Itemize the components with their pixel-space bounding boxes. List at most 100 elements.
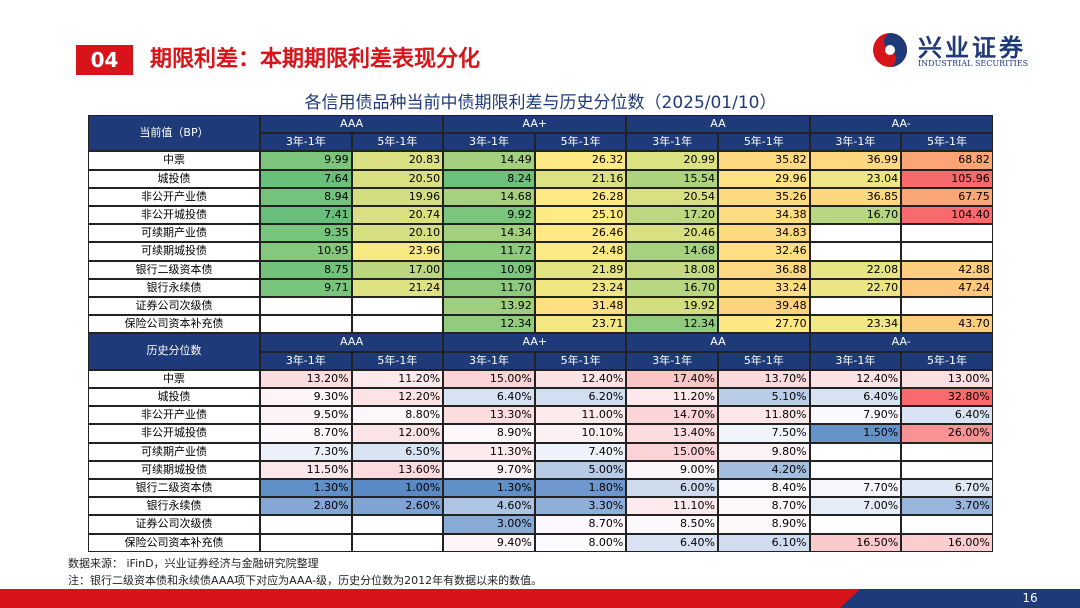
row-label: 非公开城投债 bbox=[88, 424, 260, 443]
table-cell: 1.80% bbox=[534, 479, 627, 498]
table-cell: 11.00% bbox=[534, 406, 627, 425]
table-cell: 13.40% bbox=[626, 424, 718, 443]
table-cell: 17.00 bbox=[351, 260, 444, 279]
table-cell: 34.38 bbox=[718, 206, 810, 225]
row-label: 城投债 bbox=[88, 169, 260, 188]
table-cell: 1.00% bbox=[351, 479, 444, 498]
sub-header: 5年-1年 bbox=[901, 133, 993, 152]
table-cell: 104.40 bbox=[901, 206, 993, 225]
table-cell: 68.82 bbox=[901, 151, 993, 170]
table-cell: 2.60% bbox=[351, 497, 444, 516]
table-cell: 9.30% bbox=[260, 388, 352, 407]
table-cell: 26.00% bbox=[901, 424, 993, 443]
table-cell: 12.34 bbox=[626, 315, 718, 334]
table-cell: 10.10% bbox=[534, 424, 627, 443]
table-cell: 8.70% bbox=[534, 515, 627, 534]
table-cell: 16.70 bbox=[626, 278, 718, 297]
table-cell: 8.94 bbox=[260, 187, 352, 206]
table-cell: 7.00% bbox=[809, 497, 902, 516]
table-cell bbox=[901, 224, 993, 243]
table-cell: 35.82 bbox=[718, 151, 810, 170]
row-label: 银行永续债 bbox=[88, 278, 260, 297]
sub-header: 3年-1年 bbox=[443, 351, 535, 370]
table-cell: 19.92 bbox=[626, 297, 718, 316]
table-cell: 12.34 bbox=[443, 315, 535, 334]
footnote: 注：银行二级资本债和永续债AAA项下对应为AAA-级，历史分位数为2012年有数… bbox=[68, 574, 543, 587]
table-cell: 3.30% bbox=[534, 497, 627, 516]
table-cell: 13.70% bbox=[718, 369, 810, 388]
row-label: 中票 bbox=[88, 369, 260, 388]
table-cell: 33.24 bbox=[718, 278, 810, 297]
table-cell: 11.10% bbox=[626, 497, 718, 516]
table-cell: 11.20% bbox=[351, 369, 444, 388]
table-cell: 9.70% bbox=[443, 460, 535, 479]
table-title: 各信用债品种当前中债期限利差与历史分位数（2025/01/10） bbox=[304, 93, 777, 113]
table-cell: 24.48 bbox=[534, 242, 627, 261]
table-cell: 23.34 bbox=[809, 315, 902, 334]
sub-header: 3年-1年 bbox=[443, 133, 535, 152]
table-cell: 11.30% bbox=[443, 442, 535, 461]
row-label: 城投债 bbox=[88, 388, 260, 407]
table-cell bbox=[809, 442, 902, 461]
table-cell: 5.00% bbox=[534, 460, 627, 479]
table-cell bbox=[809, 460, 902, 479]
table-cell: 6.40% bbox=[626, 533, 718, 552]
table-cell bbox=[901, 460, 993, 479]
table-cell: 20.10 bbox=[351, 224, 444, 243]
table-cell bbox=[351, 533, 444, 552]
table-cell: 14.70% bbox=[626, 406, 718, 425]
table-cell: 1.50% bbox=[809, 424, 902, 443]
group-header: AA+ bbox=[443, 333, 627, 352]
table-cell bbox=[901, 297, 993, 316]
logo-text: 兴业证券 bbox=[918, 34, 1026, 62]
table-cell: 35.26 bbox=[718, 187, 810, 206]
table-cell: 23.04 bbox=[809, 169, 902, 188]
table-cell: 19.96 bbox=[351, 187, 444, 206]
table-cell: 9.50% bbox=[260, 406, 352, 425]
table-cell: 32.46 bbox=[718, 242, 810, 261]
sub-header: 5年-1年 bbox=[718, 351, 810, 370]
table-cell: 6.40% bbox=[901, 406, 993, 425]
table-cell: 3.00% bbox=[443, 515, 535, 534]
row-label: 银行二级资本债 bbox=[88, 260, 260, 279]
table-cell: 31.48 bbox=[534, 297, 627, 316]
sub-header: 3年-1年 bbox=[260, 351, 352, 370]
table-cell: 29.96 bbox=[718, 169, 810, 188]
row-label: 可续期城投债 bbox=[88, 460, 260, 479]
table-cell: 13.00% bbox=[901, 369, 993, 388]
sub-header: 5年-1年 bbox=[351, 133, 444, 152]
table-cell: 23.71 bbox=[534, 315, 627, 334]
sub-header: 5年-1年 bbox=[534, 351, 627, 370]
corner-header: 历史分位数 bbox=[88, 333, 260, 370]
table-cell bbox=[809, 297, 902, 316]
table-cell: 1.30% bbox=[260, 479, 352, 498]
group-header: AAA bbox=[260, 333, 444, 352]
row-label: 证券公司次级债 bbox=[88, 297, 260, 316]
table-cell: 12.20% bbox=[351, 388, 444, 407]
row-label: 中票 bbox=[88, 151, 260, 170]
table-cell: 34.83 bbox=[718, 224, 810, 243]
row-label: 银行二级资本债 bbox=[88, 479, 260, 498]
table-cell: 6.00% bbox=[626, 479, 718, 498]
source-note: 数据来源： iFinD，兴业证券经济与金融研究院整理 bbox=[68, 557, 319, 570]
table-cell: 6.40% bbox=[809, 388, 902, 407]
sub-header: 5年-1年 bbox=[718, 133, 810, 152]
table-cell: 11.72 bbox=[443, 242, 535, 261]
table-cell: 15.00% bbox=[443, 369, 535, 388]
table-cell: 67.75 bbox=[901, 187, 993, 206]
table-cell: 8.40% bbox=[718, 479, 810, 498]
table-cell: 6.70% bbox=[901, 479, 993, 498]
table-cell: 36.85 bbox=[809, 187, 902, 206]
table-cell bbox=[260, 533, 352, 552]
row-label: 可续期产业债 bbox=[88, 442, 260, 461]
table-cell: 12.00% bbox=[351, 424, 444, 443]
table-cell: 8.70% bbox=[260, 424, 352, 443]
table-cell: 26.46 bbox=[534, 224, 627, 243]
table-cell: 9.92 bbox=[443, 206, 535, 225]
table-cell: 8.50% bbox=[626, 515, 718, 534]
table-cell: 9.80% bbox=[718, 442, 810, 461]
table-cell: 20.83 bbox=[351, 151, 444, 170]
table-cell: 16.00% bbox=[901, 533, 993, 552]
group-header: AA- bbox=[809, 115, 993, 134]
table-cell: 47.24 bbox=[901, 278, 993, 297]
